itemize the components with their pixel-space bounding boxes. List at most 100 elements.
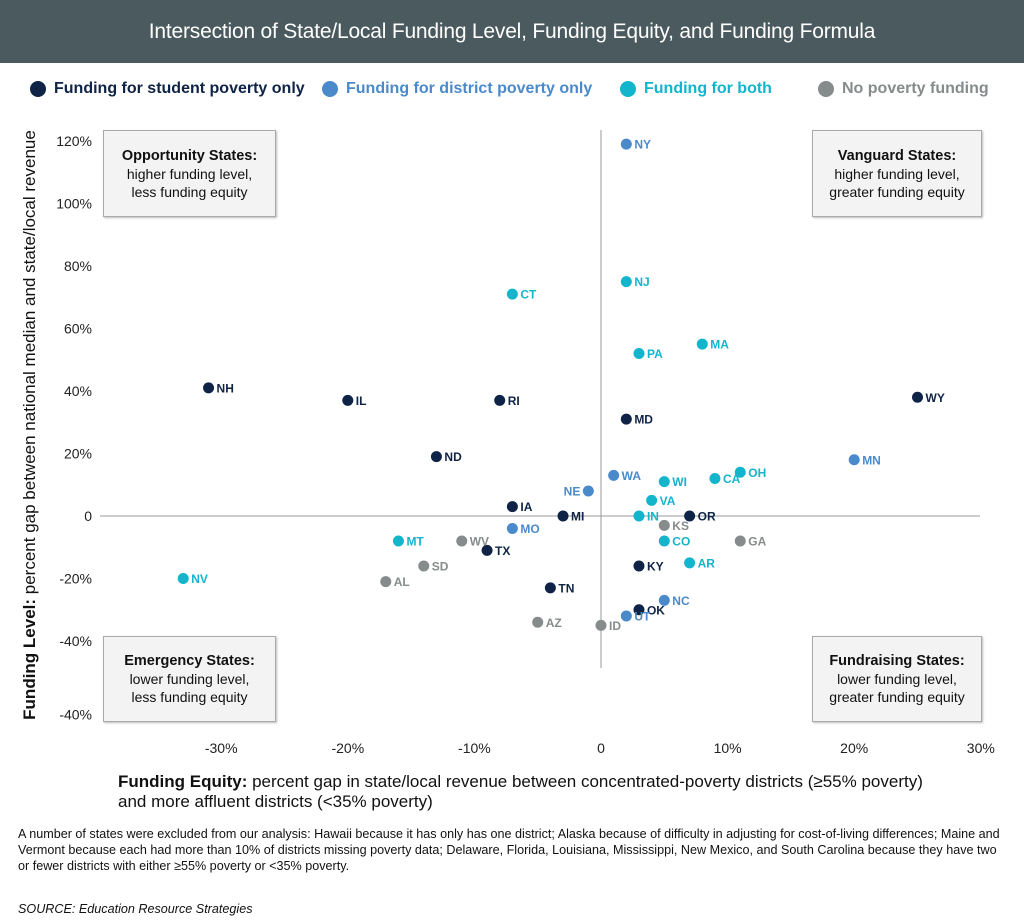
legend-item-student-poverty: Funding for student poverty only [30,80,305,98]
quadrant-text: higher funding level, [126,165,253,182]
y-tick-label: -40% [59,706,92,722]
legend-label: Funding for both [644,80,772,97]
data-label-mn: MN [862,453,881,467]
y-tick-label: 80% [64,258,92,274]
data-point-wv [456,535,468,547]
data-label-or: OR [698,510,716,524]
x-tick-label: -20% [331,740,364,756]
data-point-nh [203,382,215,394]
x-axis-label-bold: Funding Equity: [118,772,248,791]
quadrant-fundraising: Fundraising States: lower funding level, g… [812,636,982,722]
data-point-ia [506,501,518,513]
data-point-tn [544,582,556,594]
data-label-tx: TX [495,544,510,558]
data-label-wi: WI [672,475,687,489]
quadrant-vanguard: Vanguard States: higher funding level, gre… [812,130,982,217]
legend-dot [30,81,46,97]
data-label-nh: NH [217,381,234,395]
data-label-mi: MI [571,510,584,524]
x-tick-label: 0 [597,740,605,756]
legend-item-both: Funding for both [620,80,772,98]
legend-label: Funding for student poverty only [54,80,305,97]
data-point-oh [734,466,746,478]
quadrant-title: Vanguard States: [837,147,957,164]
data-point-ri [494,394,506,406]
x-tick-label: 10% [714,740,742,756]
y-axis-label-rest: percent gap between national median and … [20,130,39,599]
data-label-oh: OH [748,466,766,480]
y-tick-label: 0 [84,508,92,524]
quadrant-text: greater funding equity [829,689,965,705]
data-point-az [532,616,544,628]
data-point-mo [506,523,518,534]
data-point-ca [709,473,721,484]
data-label-ma: MA [710,338,729,352]
data-label-wy: WY [926,391,945,405]
y-tick-label: 60% [64,321,92,337]
data-label-nv: NV [191,572,208,586]
quadrant-title: Opportunity States: [121,147,258,164]
data-label-ut: UT [634,610,651,624]
x-tick-label: -10% [458,740,491,756]
data-point-nj [620,276,632,288]
data-point-ga [734,535,746,547]
x-axis-label: Funding Equity: percent gap in state/loc… [118,772,938,812]
data-point-id [595,619,607,631]
data-point-il [342,394,354,406]
data-point-ny [620,138,632,150]
quadrant-text: less funding equity [131,183,248,200]
data-point-mi [557,510,569,522]
data-label-mo: MO [520,522,539,536]
data-point-in [633,510,645,522]
data-label-nj: NJ [634,275,649,289]
data-label-ct: CT [520,288,537,302]
data-point-ok [633,604,645,616]
footnote: A number of states were excluded from ou… [18,827,1000,873]
data-point-va [646,494,658,506]
data-point-wy [912,391,923,403]
data-label-in: IN [647,510,659,524]
data-point-mt [392,535,404,547]
y-tick-label: 20% [64,446,92,462]
data-label-ky: KY [647,560,664,574]
quadrant-text: lower funding level, [129,671,250,687]
data-label-wv: WV [470,535,489,549]
data-label-ia: IA [520,500,532,514]
data-label-az: AZ [546,616,562,630]
source: SOURCE: Education Resource Strategies [18,902,253,916]
quadrant-opportunity: Opportunity States: higher funding level,… [103,130,276,217]
legend-dot [620,81,636,97]
quadrant-text: less funding equity [131,689,248,705]
y-tick-label: 120% [56,133,92,149]
y-tick-label: -20% [59,571,92,587]
y-tick-label: -40% [59,633,92,649]
data-point-sd [418,560,430,572]
quadrant-text: higher funding level, [834,165,960,182]
data-label-ca: CA [723,472,741,486]
data-point-ne [582,485,594,497]
x-tick-label: 20% [840,740,868,756]
data-label-il: IL [356,394,367,408]
data-label-id: ID [609,619,621,633]
data-label-sd: SD [432,560,449,574]
data-label-ar: AR [698,556,716,570]
legend-dot [818,81,834,97]
data-label-ok: OK [647,603,665,617]
data-point-wa [608,469,620,481]
y-tick-label: 100% [56,196,92,212]
data-label-mt: MT [406,535,424,549]
data-label-ks: KS [672,519,689,533]
data-label-nc: NC [672,594,690,608]
data-point-wi [658,476,670,488]
x-tick-label: -30% [205,740,238,756]
y-axis-label-bold: Funding Level: [20,598,39,720]
legend-item-district-poverty: Funding for district poverty only [322,80,592,98]
chart-title: Intersection of State/Local Funding Leve… [0,0,1024,63]
data-point-ky [633,560,645,572]
data-label-nd: ND [444,450,462,464]
data-point-md [620,413,632,425]
data-label-ny: NY [634,138,651,152]
data-point-nd [430,451,442,463]
data-point-ma [696,338,708,350]
